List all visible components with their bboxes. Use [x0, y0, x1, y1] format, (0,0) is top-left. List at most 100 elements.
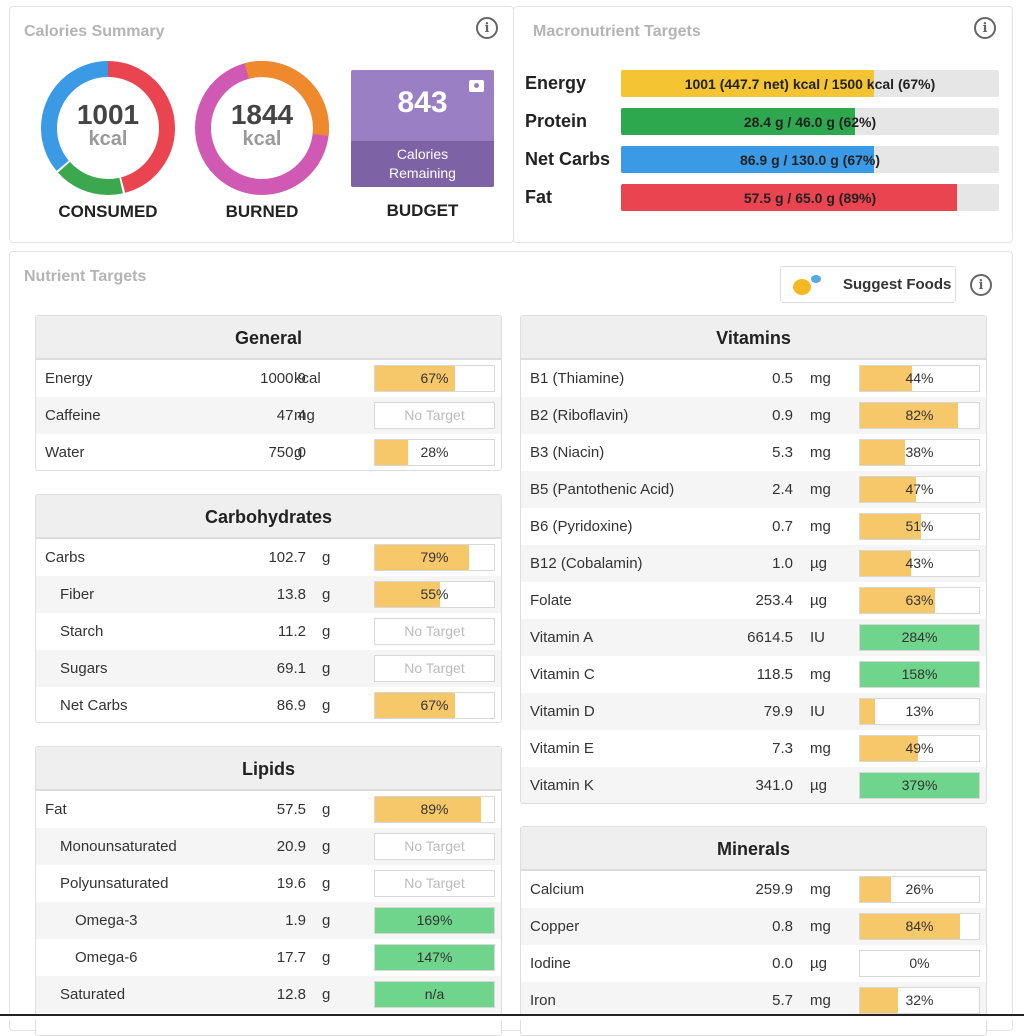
nutrient-name: Vitamin A	[530, 629, 594, 646]
macro-bar-fill	[621, 108, 856, 135]
nutrient-name: Carbs	[45, 549, 86, 566]
nutrient-unit: µg	[810, 555, 827, 572]
nutrient-progress-fill	[860, 988, 899, 1013]
nutrient-unit: g	[322, 912, 331, 929]
nutrient-row[interactable]: Fat 57.5 g 89%	[36, 791, 501, 828]
budget-box: 843 Calories Remaining	[351, 70, 494, 187]
nutrient-row[interactable]: Caffeine 47.4 mg No Target	[36, 397, 501, 434]
nutrient-row[interactable]: Carbs 102.7 g 79%	[36, 539, 501, 576]
nutrient-amount: 750.0	[268, 444, 306, 461]
nutrient-unit: g	[322, 697, 331, 714]
nutrient-row[interactable]: B2 (Riboflavin) 0.9 mg 82%	[521, 397, 986, 434]
nutrient-row[interactable]: Copper 0.8 mg 84%	[521, 908, 986, 945]
camera-icon[interactable]	[469, 80, 484, 92]
nutrient-row[interactable]: Vitamin A 6614.5 IU 284%	[521, 619, 986, 656]
nutrient-progress-fill	[860, 699, 876, 724]
nutrient-row[interactable]: Saturated 12.8 g n/a	[36, 976, 501, 1013]
macro-bar-fill	[621, 70, 875, 97]
nutrient-progress-fill	[375, 693, 455, 718]
nutrient-row[interactable]: Net Carbs 86.9 g 67%	[36, 687, 501, 722]
nutrient-row[interactable]: Iodine 0.0 µg 0%	[521, 945, 986, 982]
nutrient-progress-fill	[860, 662, 979, 687]
nutrient-row[interactable]: B1 (Thiamine) 0.5 mg 44%	[521, 360, 986, 397]
nutrient-amount: 5.7	[772, 992, 793, 1009]
nutrient-progress-fill	[375, 366, 455, 391]
nutrient-row[interactable]: Vitamin E 7.3 mg 49%	[521, 730, 986, 767]
nutrient-amount: 12.8	[276, 986, 306, 1003]
nutrient-row[interactable]: B12 (Cobalamin) 1.0 µg 43%	[521, 545, 986, 582]
nutrient-name: Polyunsaturated	[60, 875, 169, 892]
nutrient-percent: 0%	[909, 955, 930, 971]
nutrient-name: Net Carbs	[60, 697, 128, 714]
nutrient-progress-fill	[375, 797, 481, 822]
lipids-card: Lipids Fat 57.5 g 89% Monounsaturated 20.9 g No…	[35, 746, 502, 1036]
macro-info-icon[interactable]: i	[974, 17, 996, 39]
calories-info-icon[interactable]: i	[476, 17, 498, 39]
nutrient-amount: 1.9	[285, 912, 306, 929]
nutrient-name: B12 (Cobalamin)	[530, 555, 643, 572]
nutrient-unit: g	[322, 586, 331, 603]
nutrient-row[interactable]: Monounsaturated 20.9 g No Target	[36, 828, 501, 865]
nutrient-percent: No Target	[404, 407, 465, 423]
nutrient-amount: 11.2	[277, 623, 306, 640]
nutrient-row[interactable]: Polyunsaturated 19.6 g No Target	[36, 865, 501, 902]
nutrient-unit: g	[322, 986, 331, 1003]
minerals-title: Minerals	[521, 827, 986, 871]
nutrient-name: Iodine	[530, 955, 571, 972]
burned-donut: 1844 kcal	[194, 60, 330, 196]
nutrient-row[interactable]: Vitamin K 341.0 µg 379%	[521, 767, 986, 803]
nutrient-name: Sugars	[60, 660, 108, 677]
macro-label-2: Net Carbs	[525, 149, 611, 169]
nutrient-row[interactable]: Folate 253.4 µg 63%	[521, 582, 986, 619]
nutrient-progress-bar: 0%	[859, 950, 980, 977]
nutrient-row[interactable]: B6 (Pyridoxine) 0.7 mg 51%	[521, 508, 986, 545]
nutrient-amount: 69.1	[276, 660, 306, 677]
nutrient-name: Fat	[45, 801, 67, 818]
nutrient-progress-bar: No Target	[374, 402, 495, 429]
nutrient-unit: mg	[810, 992, 831, 1009]
suggest-foods-button[interactable]: Suggest Foods	[780, 266, 956, 303]
nutrient-name: Vitamin C	[530, 666, 595, 683]
nutrient-row[interactable]: Iron 5.7 mg 32%	[521, 982, 986, 1019]
nutrient-row[interactable]: B5 (Pantothenic Acid) 2.4 mg 47%	[521, 471, 986, 508]
macro-bar-1: 28.4 g / 46.0 g (62%)	[621, 108, 999, 135]
nutrient-progress-fill	[860, 477, 916, 502]
nutrient-progress-fill	[375, 545, 469, 570]
nutrient-row[interactable]: Omega-6 17.7 g 147%	[36, 939, 501, 976]
bottom-divider	[0, 1014, 1024, 1020]
nutrient-progress-fill	[860, 403, 958, 428]
nutrient-percent: 79%	[420, 549, 449, 565]
nutrient-amount: 341.0	[755, 777, 793, 794]
nutrient-name: Omega-3	[75, 912, 138, 929]
nutrient-info-icon[interactable]: i	[970, 274, 992, 296]
nutrient-progress-bar: 79%	[374, 544, 495, 571]
nutrient-percent: 44%	[905, 370, 934, 386]
nutrient-percent: 32%	[905, 992, 934, 1008]
nutrient-amount: 86.9	[276, 697, 306, 714]
nutrient-unit: mg	[810, 881, 831, 898]
nutrient-row[interactable]: Fiber 13.8 g 55%	[36, 576, 501, 613]
nutrient-row[interactable]: B3 (Niacin) 5.3 mg 38%	[521, 434, 986, 471]
nutrient-progress-fill	[860, 736, 919, 761]
nutrient-percent: 82%	[905, 407, 934, 423]
nutrient-name: Vitamin D	[530, 703, 595, 720]
nutrient-row[interactable]: Omega-3 1.9 g 169%	[36, 902, 501, 939]
nutrient-percent: 284%	[901, 629, 938, 645]
nutrient-row[interactable]: Starch 11.2 g No Target	[36, 613, 501, 650]
macro-bar-2: 86.9 g / 130.0 g (67%)	[621, 146, 999, 173]
nutrient-unit: g	[322, 838, 331, 855]
nutrient-row[interactable]: Calcium 259.9 mg 26%	[521, 871, 986, 908]
nutrient-row[interactable]: Vitamin C 118.5 mg 158%	[521, 656, 986, 693]
nutrient-percent: 13%	[905, 703, 934, 719]
nutrient-progress-bar: 169%	[374, 907, 495, 934]
nutrient-row[interactable]: Energy 1000.9 kcal 67%	[36, 360, 501, 397]
nutrient-row[interactable]: Water 750.0 g 28%	[36, 434, 501, 470]
nutrient-name: B6 (Pyridoxine)	[530, 518, 633, 535]
nutrient-amount: 1.0	[772, 555, 793, 572]
nutrient-row[interactable]: Sugars 69.1 g No Target	[36, 650, 501, 687]
nutrient-row[interactable]: Vitamin D 79.9 IU 13%	[521, 693, 986, 730]
nutrient-progress-bar: 38%	[859, 439, 980, 466]
nutrient-percent: No Target	[404, 623, 465, 639]
nutrient-unit: µg	[810, 955, 827, 972]
nutrient-progress-fill	[860, 514, 921, 539]
